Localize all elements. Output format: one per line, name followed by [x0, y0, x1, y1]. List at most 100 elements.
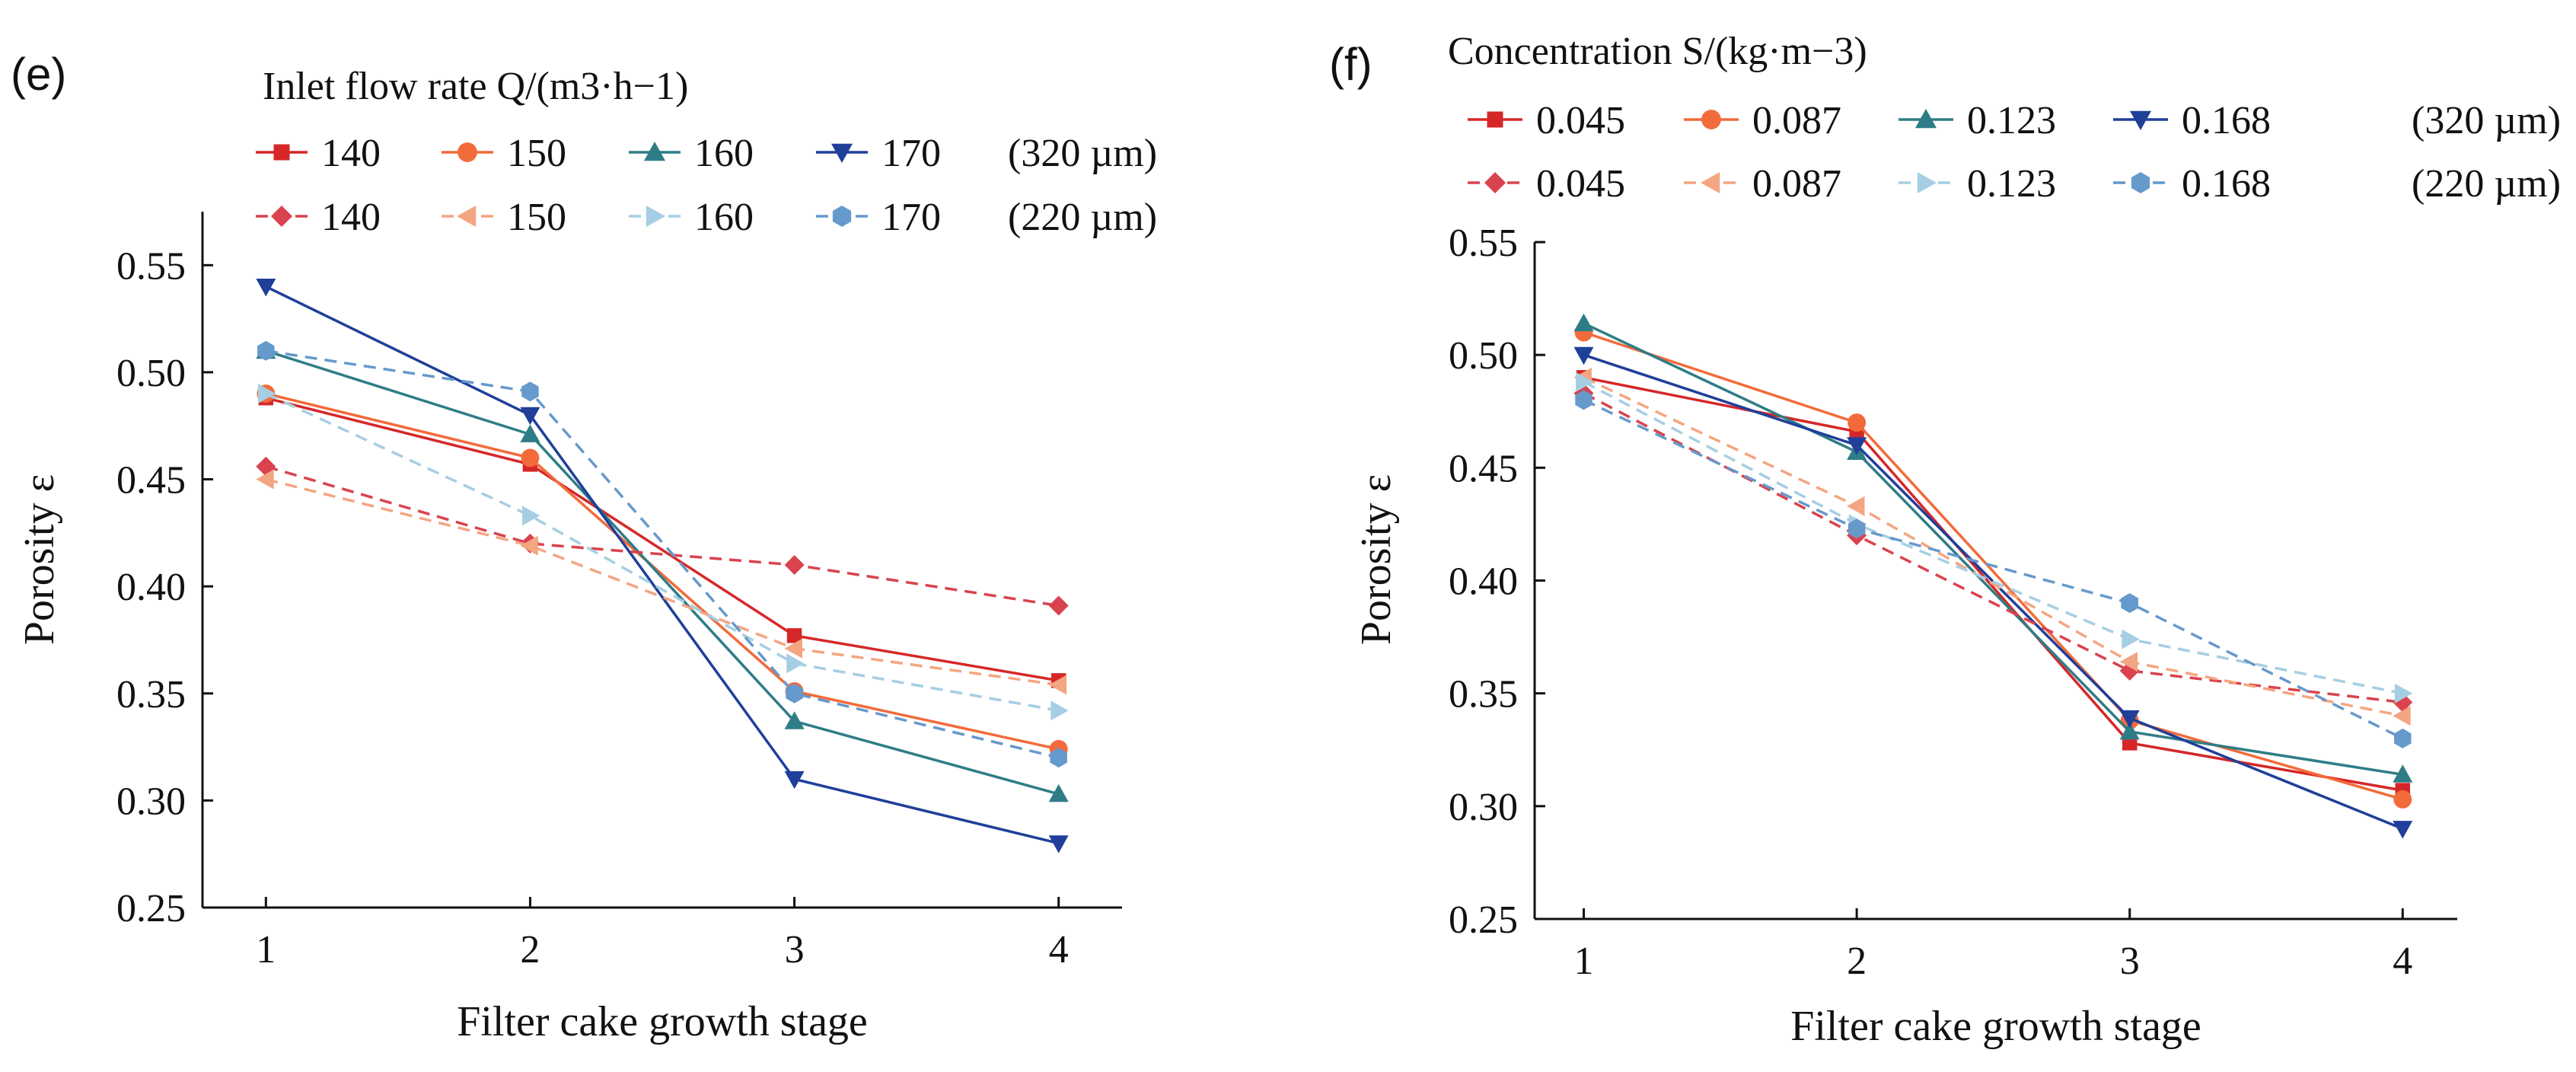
x-tick-label: 2: [1847, 940, 1867, 983]
y-tick-label: 0.25: [116, 887, 186, 930]
y-tick-label: 0.25: [1449, 898, 1518, 942]
data-point-marker: [1048, 675, 1067, 695]
legend-label: 0.168: [2182, 99, 2271, 142]
x-tick-label: 1: [256, 928, 276, 972]
series-140-dashed: [256, 456, 1069, 616]
y-axis-title: Porosity ε: [16, 474, 63, 645]
series-line: [265, 392, 1060, 751]
series-line: [265, 477, 1059, 687]
legend-marker: [1701, 110, 1721, 129]
legend-marker: [646, 206, 665, 227]
legend-label: 170: [882, 196, 941, 239]
legend-marker: [1487, 111, 1503, 128]
legend-label: 150: [507, 132, 566, 175]
legend-marker: [831, 143, 853, 163]
data-point-marker: [2121, 593, 2138, 614]
legend-entry: 0.087: [1684, 162, 1841, 206]
legend-label: 160: [694, 132, 754, 175]
y-tick-label: 0.40: [116, 566, 186, 609]
series-line: [1583, 330, 2403, 801]
data-point-marker: [1048, 783, 1069, 802]
y-tick-label: 0.50: [116, 352, 186, 395]
data-point-marker: [520, 424, 540, 442]
series-line: [1583, 398, 2404, 740]
legend-entry: 0.168: [2113, 99, 2271, 142]
panel-e: (e) 0.25 0.30 0.35 0.40 0.45 0.50 0.55 1 2 3 4 Filte…: [11, 49, 1157, 1045]
legend-entry: 150: [442, 132, 566, 175]
y-tick-label: 0.30: [1449, 786, 1518, 829]
legend-entry: 140: [256, 132, 381, 175]
y-tick-label: 0.40: [1449, 560, 1518, 604]
legend-entry: 160: [629, 132, 754, 175]
legend-entry: 170: [816, 132, 941, 175]
panel-label: (f): [1329, 39, 1372, 90]
x-axis-title: Filter cake growth stage: [457, 998, 868, 1045]
legend-label: 140: [321, 196, 381, 239]
data-point-marker: [520, 407, 540, 426]
legend-marker: [2130, 110, 2151, 130]
legend-label: 0.045: [1536, 162, 1625, 206]
legend-row-suffix: (320 µm): [2412, 99, 2561, 142]
series-line: [265, 465, 1059, 608]
legend-label: 0.087: [1752, 99, 1841, 142]
legend-entry: 160: [629, 196, 754, 239]
series-line: [265, 349, 1060, 796]
y-tick-label: 0.55: [1449, 222, 1518, 265]
legend-entry: 0.168: [2113, 162, 2271, 206]
x-tick-label: 3: [785, 928, 805, 972]
data-point-marker: [257, 340, 275, 361]
data-point-marker: [2394, 728, 2412, 748]
data-point-marker: [2122, 629, 2140, 649]
data-point-marker: [2393, 706, 2411, 726]
data-point-marker: [2119, 722, 2140, 740]
data-point-marker: [786, 653, 805, 674]
y-tick-label: 0.45: [116, 459, 186, 502]
series-0.123-dashed: [1576, 372, 2413, 704]
panel-label: (e): [11, 49, 66, 100]
legend-label: 0.123: [1967, 162, 2056, 206]
data-point-marker: [1848, 518, 1866, 539]
data-point-marker: [1575, 390, 1592, 410]
data-point-marker: [2393, 764, 2413, 783]
legend-entry: 0.123: [1899, 162, 2056, 206]
legend-entry: 150: [442, 196, 566, 239]
data-point-marker: [521, 381, 539, 402]
data-point-marker: [2393, 790, 2412, 809]
series-0.168-dashed: [1575, 390, 2412, 748]
series-line: [1583, 376, 2403, 718]
series-line: [265, 285, 1060, 845]
y-axis-title: Porosity ε: [1353, 474, 1400, 645]
legend-marker: [1701, 172, 1720, 193]
data-point-marker: [1848, 413, 1867, 432]
data-point-marker: [1050, 700, 1069, 721]
data-point-marker: [1576, 372, 1594, 392]
legend-title: Inlet flow rate Q/(m3·h−1): [263, 65, 688, 108]
legend-label: 0.123: [1967, 99, 2056, 142]
data-point-marker: [784, 555, 805, 575]
data-point-marker: [1847, 496, 1865, 516]
legend-row-suffix: (220 µm): [2412, 162, 2561, 206]
x-tick-label: 3: [2120, 940, 2140, 983]
data-point-marker: [784, 770, 805, 790]
series-160-dashed: [257, 384, 1069, 721]
data-point-marker: [784, 638, 802, 659]
data-point-marker: [2393, 821, 2413, 839]
data-point-marker: [1573, 313, 1594, 332]
data-point-marker: [1048, 595, 1069, 616]
series-0.123-solid: [1573, 313, 2413, 783]
legend-label: 0.168: [2182, 162, 2271, 206]
data-point-marker: [521, 448, 540, 467]
series-0.087-solid: [1574, 323, 2412, 809]
legend-label: 140: [321, 132, 381, 175]
data-point-marker: [786, 683, 803, 704]
series-line: [1583, 322, 2403, 777]
legend-title: Concentration S/(kg·m−3): [1448, 30, 1867, 73]
legend-label: 170: [882, 132, 941, 175]
panel-f: (f) 0.25 0.30 0.35 0.40 0.45 0.50 0.55 1 2 3 4 Filte…: [1329, 30, 2561, 1050]
series-line: [1583, 376, 2403, 792]
data-point-marker: [522, 506, 540, 526]
legend-marker: [1917, 172, 1937, 193]
legend-marker: [1484, 172, 1506, 193]
x-tick-label: 1: [1574, 940, 1594, 983]
